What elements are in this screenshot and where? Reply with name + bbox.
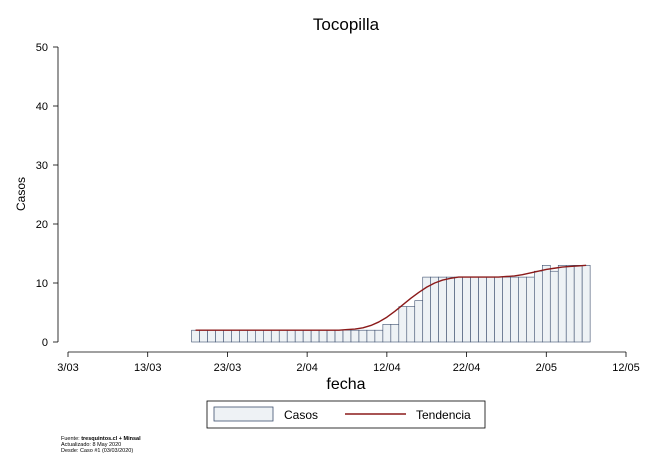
bar — [398, 306, 408, 343]
bar — [470, 276, 479, 343]
bar — [239, 329, 248, 343]
legend-label-casos: Casos — [284, 408, 318, 422]
source-line-1: Fuente: tresquintos.cl + Minsal — [61, 436, 141, 442]
y-tick-label: 50 — [36, 42, 48, 54]
bar — [342, 329, 352, 343]
bar — [494, 276, 503, 343]
bar — [462, 276, 471, 343]
bar — [414, 300, 424, 343]
plot-area: 0 10 20 30 40 50 3/03 13/03 23/03 2/04 12/04 22/04 2… — [36, 42, 640, 374]
bar — [486, 276, 495, 343]
bar — [199, 329, 208, 343]
bar — [573, 264, 583, 343]
bar — [278, 329, 288, 343]
y-tick-label: 40 — [36, 101, 48, 113]
source-line-3: Desde: Caso #1 (03/03/2020) — [61, 448, 134, 454]
source-name: tresquintos.cl + Minsal — [81, 436, 141, 442]
bar — [406, 306, 416, 343]
bar — [334, 329, 344, 343]
y-tick-label: 20 — [36, 219, 48, 231]
legend-label-tendencia: Tendencia — [416, 408, 471, 422]
bar — [223, 329, 232, 343]
bar — [207, 329, 216, 343]
bar — [446, 276, 455, 343]
bar — [255, 329, 264, 343]
x-axis-label: fecha — [326, 376, 365, 393]
x-tick-label: 3/03 — [57, 362, 78, 374]
x-tick-label: 13/03 — [134, 362, 162, 374]
bar — [302, 329, 312, 343]
bar — [350, 329, 360, 343]
source-prefix: Fuente: — [61, 436, 82, 442]
legend: Casos Tendencia — [206, 400, 486, 429]
trend-line — [195, 264, 587, 331]
bar — [526, 276, 535, 343]
x-tick-label: 2/05 — [536, 362, 557, 374]
x-tick-label: 12/05 — [612, 362, 640, 374]
x-tick-label: 2/04 — [296, 362, 317, 374]
bar — [310, 329, 320, 343]
bar — [286, 329, 296, 343]
bar — [326, 329, 336, 343]
bar — [478, 276, 487, 343]
legend-swatch-casos — [213, 406, 274, 422]
bar — [358, 329, 368, 343]
chart-title: Tocopilla — [313, 15, 380, 34]
source-line-2: Actualizado: 8 May 2020 — [61, 442, 122, 448]
bar — [549, 270, 559, 343]
bar — [390, 323, 400, 343]
y-tick-label: 10 — [36, 278, 48, 290]
bar — [366, 329, 376, 343]
bar — [382, 323, 392, 343]
bar — [191, 329, 200, 343]
bar — [438, 276, 447, 343]
bar — [215, 329, 224, 343]
bar — [565, 264, 575, 343]
x-tick-label: 12/04 — [373, 362, 401, 374]
bar — [541, 264, 551, 343]
bar — [374, 329, 384, 343]
y-tick-label: 30 — [36, 160, 48, 172]
bar — [518, 276, 527, 343]
bar — [294, 329, 304, 343]
y-tick-label: 0 — [42, 337, 48, 349]
bar — [430, 276, 439, 343]
bar — [557, 264, 567, 343]
x-tick-label: 23/03 — [214, 362, 242, 374]
y-axis-label: Casos — [14, 177, 28, 211]
bar — [247, 329, 256, 343]
bar — [270, 329, 280, 343]
bar — [534, 270, 543, 343]
bar — [581, 264, 591, 343]
bar — [454, 276, 463, 343]
bar — [510, 276, 519, 343]
bar — [502, 276, 511, 343]
x-tick-label: 22/04 — [453, 362, 481, 374]
bar — [262, 329, 272, 343]
bar — [231, 329, 240, 343]
bar — [318, 329, 328, 343]
